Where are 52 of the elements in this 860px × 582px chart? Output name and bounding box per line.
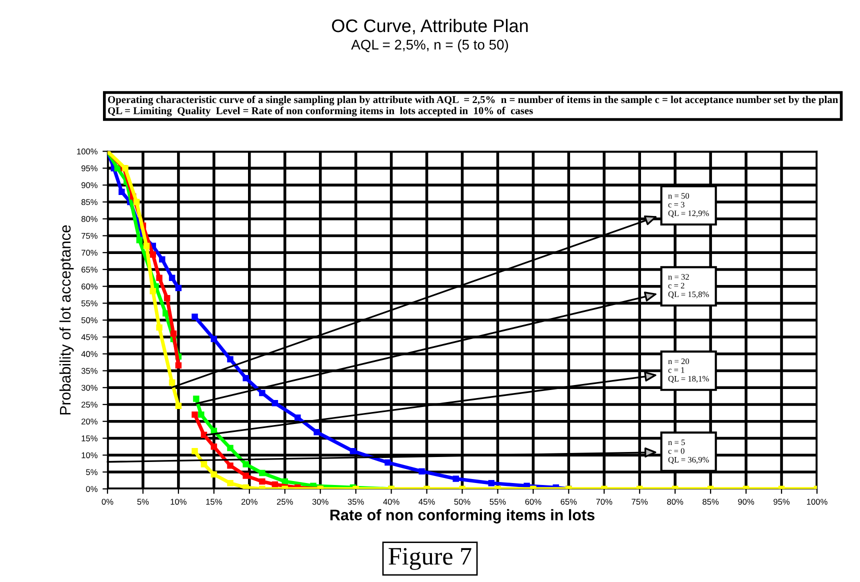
x-tick-label: 40% [383, 498, 400, 505]
y-tick-label: 55% [81, 300, 98, 306]
y-tick-label: 10% [82, 452, 98, 458]
caption: Figure 7 [388, 548, 472, 570]
x-tick-label: 30% [312, 498, 328, 505]
y-tick-label: 35% [81, 368, 98, 374]
y-tick-label: 60% [82, 284, 98, 290]
x-tick-label: 95% [774, 498, 790, 505]
y-tick-label: 5% [86, 469, 98, 476]
y-tick-label: 65% [82, 266, 98, 273]
x-tick-label: 85% [702, 498, 719, 505]
x-tick-label: 25% [276, 498, 293, 505]
x-tick-label: 5% [137, 498, 149, 505]
x-tick-label: 0% [102, 498, 114, 505]
x-tick-label: 60% [525, 498, 542, 505]
y-tick-label: 15% [82, 435, 98, 442]
annotation: n = 32 c = 2 QL = 15,8% [668, 274, 709, 298]
y-tick-label: 85% [81, 199, 98, 206]
x-tick-label: 45% [418, 498, 435, 505]
y-tick-label: 100% [77, 148, 98, 154]
y-tick-label: 80% [81, 216, 98, 222]
chart-title: OC Curve, Attribute Plan [332, 18, 528, 34]
x-tick-label: 100% [806, 498, 828, 505]
x-tick-label: 70% [596, 498, 612, 505]
annotation: n = 5 c = 0 QL = 36,9% [668, 440, 709, 464]
x-tick-label: 50% [454, 498, 470, 505]
y-tick-label: 20% [82, 418, 98, 424]
x-axis-title: Rate of non conforming items in lots [330, 509, 594, 524]
y-tick-label: 95% [81, 165, 98, 172]
x-tick-label: 15% [206, 498, 222, 505]
y-tick-label: 25% [82, 402, 98, 408]
x-tick-label: 20% [241, 498, 258, 505]
x-tick-label: 55% [490, 498, 506, 505]
x-tick-label: 80% [667, 498, 684, 505]
annotation: n = 50 c = 3 QL = 12,9% [668, 193, 709, 218]
annotation: n = 20 c = 1 QL = 18,1% [668, 358, 709, 383]
y-tick-label: 50% [81, 317, 98, 324]
x-tick-label: 90% [738, 498, 754, 505]
x-tick-label: 65% [560, 498, 577, 505]
text: Operating characteristic curve of a single sampling plan by attribute with AQL = 2,5% n = number of items in the sample c = lot acceptance number set by the plan QL = Limiting Quality Level = Rate of non conforming items in lots accepted in 10% of cases [108, 96, 838, 116]
x-tick-label: 75% [632, 498, 648, 505]
y-tick-label: 30% [81, 384, 98, 391]
y-tick-label: 40% [81, 351, 98, 357]
x-tick-label: 35% [348, 498, 364, 505]
x-tick-label: 10% [170, 498, 186, 505]
y-tick-label: 70% [82, 250, 98, 256]
y-tick-label: 45% [81, 334, 98, 340]
chart-subtitle: AQL = 2,5%, n = (5 to 50) [351, 39, 508, 52]
y-tick-label: 75% [82, 232, 98, 239]
y-axis-title: Probability of lot acceptance [59, 225, 74, 414]
y-tick-label: 90% [81, 182, 98, 188]
y-tick-label: 0% [86, 486, 98, 492]
